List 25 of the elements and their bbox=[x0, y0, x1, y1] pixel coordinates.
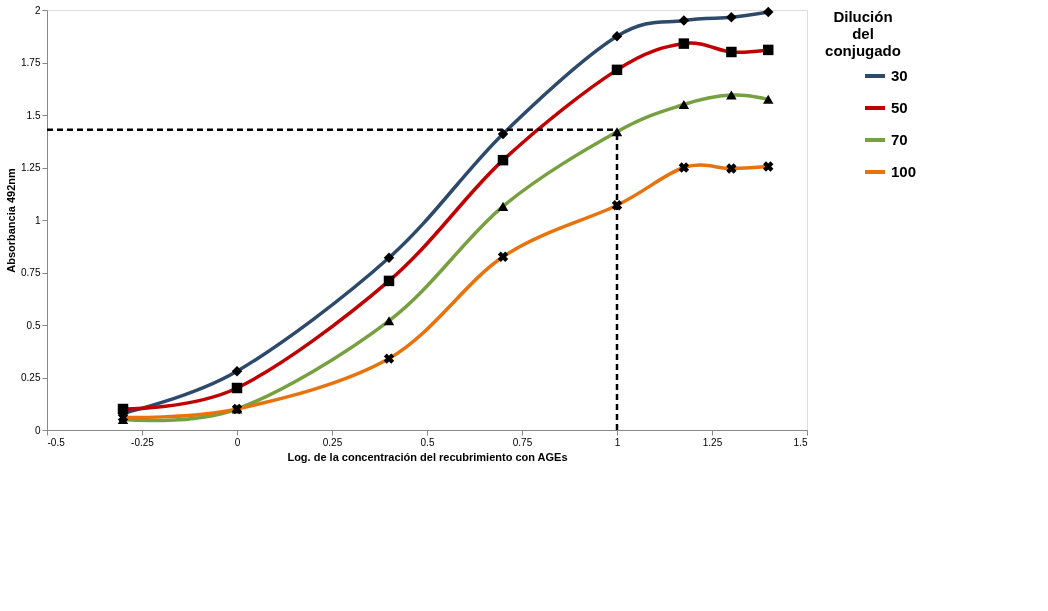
legend-label: 100 bbox=[891, 163, 917, 180]
legend-title: Dilución del conjugado bbox=[825, 8, 901, 59]
legend-label: 70 bbox=[891, 131, 908, 148]
y-tick-label: 1 bbox=[34, 214, 41, 226]
legend-label: 50 bbox=[891, 99, 908, 116]
y-tick-label: 0 bbox=[34, 424, 41, 436]
x-tick-label: 0.5 bbox=[420, 436, 435, 448]
x-tick-label: 0.25 bbox=[322, 436, 343, 448]
y-tick-label: 1.25 bbox=[21, 162, 41, 173]
y-axis-title: Absorbancia 492nm bbox=[5, 168, 18, 273]
y-tick-label: 0.75 bbox=[21, 267, 41, 278]
x-tick-label: 1.5 bbox=[793, 436, 808, 448]
x-tick-label: 0 bbox=[234, 436, 241, 448]
x-tick-label: -0.5 bbox=[47, 436, 66, 448]
y-tick-label: 2 bbox=[34, 4, 41, 16]
x-axis-title: Log. de la concentración del recubrimiento con AGEs bbox=[287, 450, 568, 463]
legend-label: 30 bbox=[891, 67, 908, 84]
y-tick-label: 1.5 bbox=[26, 109, 41, 121]
x-tick-label: -0.25 bbox=[131, 436, 155, 448]
y-tick-label: 1.75 bbox=[21, 57, 41, 68]
x-tick-label: 0.75 bbox=[512, 436, 533, 448]
y-tick-label: 0.25 bbox=[21, 372, 41, 383]
x-tick-label: 1.25 bbox=[702, 436, 723, 448]
x-tick-label: 1 bbox=[614, 436, 621, 448]
y-tick-label: 0.5 bbox=[26, 319, 41, 331]
